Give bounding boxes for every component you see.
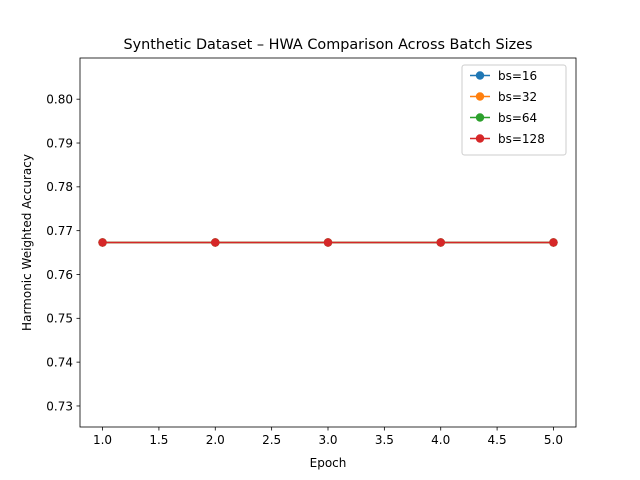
y-tick-label: 0.74 [46,355,73,369]
legend: bs=16 bs=32 bs=64 bs=128 [461,64,567,156]
x-tick-label: 2.0 [206,433,225,447]
legend-swatch-marker [475,92,485,101]
data-point [98,238,107,247]
y-axis-title: Harmonic Weighted Accuracy [20,154,34,331]
x-axis-ticks: 1.0 1.5 2.0 2.5 3.0 3.5 4.0 4.5 5.0 [93,427,563,447]
x-tick-label: 5.0 [544,433,563,447]
x-axis-title: Epoch [310,456,347,470]
x-tick-label: 4.0 [431,433,450,447]
legend-item: bs=64 [470,111,537,125]
legend-box [461,64,567,156]
legend-item: bs=16 [470,69,537,83]
legend-label: bs=64 [498,111,537,125]
y-tick-label: 0.75 [46,312,73,326]
data-point [436,238,445,247]
legend-swatch-marker [475,113,485,122]
y-tick-label: 0.79 [46,136,73,150]
data-point [323,238,333,247]
legend-item: bs=32 [470,90,537,104]
y-tick-label: 0.78 [46,180,73,194]
x-tick-label: 2.5 [262,433,281,447]
x-tick-label: 4.5 [488,433,507,447]
legend-label: bs=32 [498,90,537,104]
x-tick-label: 1.5 [149,433,168,447]
series-bs-128 [98,238,558,247]
y-tick-label: 0.73 [46,399,73,413]
data-point [549,238,558,247]
legend-swatch-marker [475,134,485,143]
y-tick-label: 0.80 [46,92,73,106]
data-point [211,238,220,247]
legend-item: bs=128 [470,132,545,146]
legend-label: bs=128 [498,132,545,146]
plot-frame [79,57,577,428]
x-tick-label: 3.5 [375,433,394,447]
chart-title: Synthetic Dataset – HWA Comparison Acros… [123,37,532,53]
x-tick-label: 3.0 [318,433,337,447]
legend-label: bs=16 [498,69,537,83]
series-layer [98,238,558,247]
y-tick-label: 0.76 [46,268,73,282]
legend-swatch-marker [475,71,485,80]
x-tick-label: 1.0 [93,433,112,447]
y-axis-ticks: 0.73 0.74 0.75 0.76 0.77 0.78 0.79 0.80 [46,92,80,413]
y-tick-label: 0.77 [46,224,73,238]
